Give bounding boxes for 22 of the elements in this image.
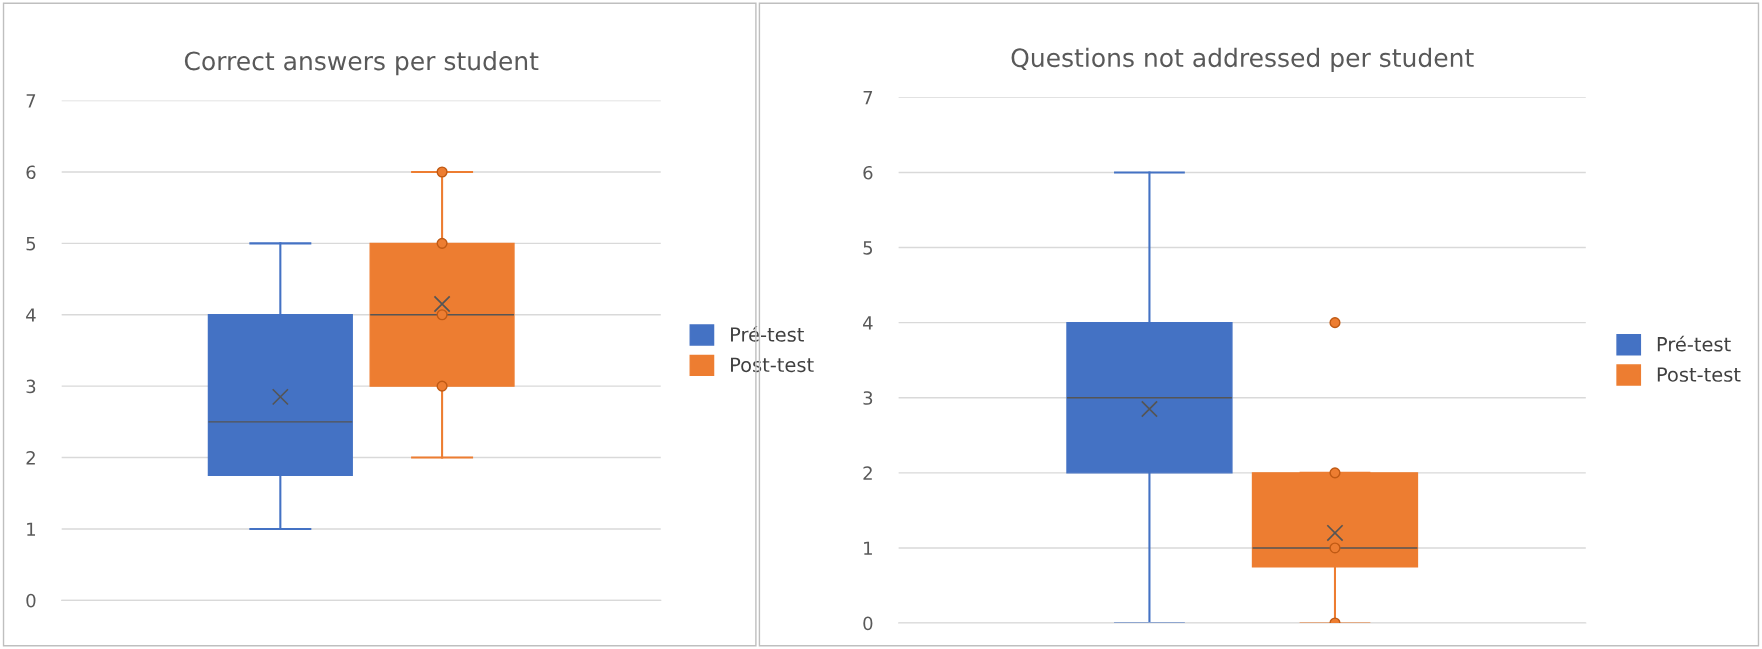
y-tick-label: 1 [864,541,872,555]
y-tick-label: 2 [26,451,35,465]
y-tick-label: 1 [27,522,35,536]
y-tick-label: 4 [26,308,36,322]
legend-label: Post-test [731,357,814,373]
y-tick-label: 0 [26,593,36,608]
y-tick-label: 3 [26,379,36,394]
y-tick-label: 7 [26,94,36,108]
y-tick-label: 7 [863,91,873,105]
y-tick-label: 0 [863,616,873,631]
y-tick-label: 6 [26,165,36,180]
chart-title: Questions not addressed per student [1011,47,1474,72]
y-tick-label: 2 [863,466,872,480]
legend-label: Pré-test [1657,335,1731,352]
y-tick-label: 5 [863,241,873,255]
y-tick-label: 4 [863,316,873,330]
y-tick-label: 5 [26,237,36,251]
legend-label: Pré-test [731,326,804,342]
y-tick-label: 3 [863,391,873,405]
legend-label: Post-test [1657,367,1741,382]
chart-title: Correct answers per student [184,51,539,76]
y-tick-label: 6 [863,165,873,180]
